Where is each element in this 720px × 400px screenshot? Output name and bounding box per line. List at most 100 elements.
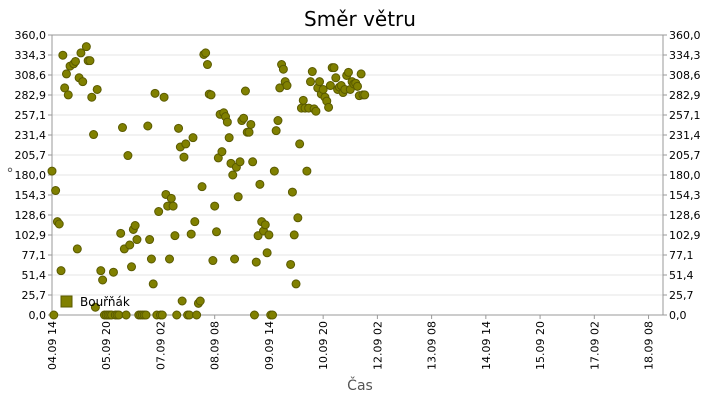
data-point	[188, 133, 198, 143]
data-point	[228, 170, 238, 180]
data-point	[168, 201, 178, 211]
y-tick-label: 205,7	[15, 149, 47, 162]
data-point	[295, 139, 305, 149]
x-tick-label: 04.09 14	[46, 321, 59, 370]
data-points	[47, 42, 370, 320]
data-point	[251, 257, 261, 267]
data-point	[311, 106, 321, 116]
data-point	[239, 113, 249, 123]
legend-label: Bouřňák	[80, 295, 130, 309]
data-point	[248, 157, 258, 167]
legend-swatch	[60, 295, 73, 308]
y-tick-label: 128,6	[15, 209, 47, 222]
data-point	[166, 193, 176, 203]
data-point	[121, 310, 131, 320]
data-point	[150, 88, 160, 98]
y-tick-label: 360,0	[669, 29, 701, 42]
data-point	[145, 235, 155, 245]
x-tick-label: 12.09 02	[371, 321, 384, 370]
data-point	[230, 254, 240, 264]
y-tick-label: 360,0	[15, 29, 47, 42]
y-tick-label: 231,4	[669, 129, 701, 142]
data-point	[170, 231, 180, 241]
data-point	[47, 166, 57, 176]
data-point	[172, 310, 182, 320]
x-tick-label: 14.09 14	[480, 321, 493, 370]
y-tick-label: 25,7	[22, 289, 47, 302]
y-tick-label: 180,0	[669, 169, 701, 182]
data-point	[179, 152, 189, 162]
data-point	[318, 84, 328, 94]
data-point	[190, 217, 200, 227]
data-point	[268, 310, 278, 320]
data-point	[293, 213, 303, 223]
y-tick-label: 231,4	[15, 129, 47, 142]
data-point	[217, 147, 227, 157]
y-tick-label: 334,3	[15, 49, 47, 62]
data-point	[174, 123, 184, 133]
x-tick-label: 10.09 20	[317, 321, 330, 370]
data-point	[90, 302, 100, 312]
data-point	[195, 296, 205, 306]
data-point	[60, 83, 70, 93]
data-point	[118, 123, 127, 133]
data-point	[325, 81, 335, 91]
data-point	[165, 254, 174, 264]
data-point	[78, 77, 88, 87]
data-point	[360, 90, 370, 100]
data-point	[298, 95, 308, 105]
y-tick-label: 257,1	[669, 109, 701, 122]
y-tick-label: 282,9	[669, 89, 701, 102]
data-point	[202, 60, 212, 70]
data-point	[282, 81, 292, 91]
data-point	[343, 67, 353, 77]
data-point	[224, 133, 234, 143]
data-point	[87, 92, 97, 102]
data-point	[286, 259, 296, 269]
y-tick-label: 77,1	[22, 249, 47, 262]
y-tick-label: 0,0	[669, 309, 687, 322]
y-tick-label: 154,3	[669, 189, 701, 202]
data-point	[61, 69, 71, 79]
x-axis: 04.09 14 05.09 20 07.09 02 08.09 08 09.09 14…	[46, 315, 656, 370]
data-point	[278, 64, 288, 74]
y-tick-label: 51,4	[22, 269, 47, 282]
data-point	[125, 240, 135, 250]
data-point	[307, 67, 317, 77]
y-tick-label: 334,3	[669, 49, 701, 62]
data-point	[192, 310, 202, 320]
data-point	[63, 90, 73, 100]
y-tick-label: 102,9	[15, 229, 47, 242]
data-point	[197, 182, 207, 192]
data-point	[132, 235, 142, 245]
data-point	[51, 186, 61, 196]
data-point	[240, 86, 250, 96]
chart-title: Směr větru	[304, 7, 416, 31]
data-point	[271, 126, 281, 136]
data-point	[206, 90, 216, 100]
data-point	[289, 230, 299, 240]
data-point	[244, 127, 254, 137]
data-point	[71, 56, 80, 66]
data-point	[302, 166, 312, 176]
data-point	[96, 266, 106, 276]
data-point	[201, 48, 211, 58]
y-tick-label: 51,4	[669, 269, 694, 282]
data-point	[49, 310, 59, 320]
data-point	[76, 48, 86, 58]
data-point	[235, 157, 245, 167]
data-point	[81, 42, 91, 52]
y-tick-label: 0,0	[29, 309, 47, 322]
data-point	[210, 201, 220, 211]
data-point	[159, 92, 169, 102]
data-point	[177, 296, 187, 306]
data-point	[123, 151, 133, 161]
x-axis-label: Čas	[347, 376, 373, 394]
x-tick-label: 07.09 02	[154, 321, 167, 370]
data-point	[249, 310, 259, 320]
y-tick-label: 102,9	[669, 229, 701, 242]
legend: Bouřňák	[60, 295, 130, 309]
x-tick-label: 08.09 08	[209, 321, 222, 370]
